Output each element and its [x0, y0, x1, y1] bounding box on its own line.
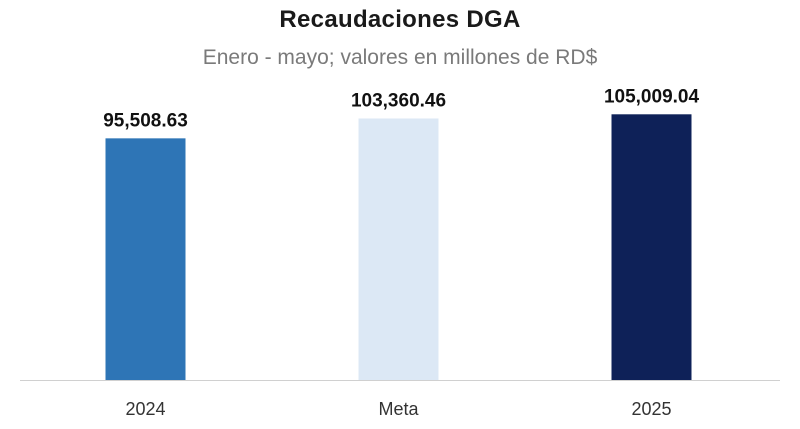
chart-title: Recaudaciones DGA — [279, 6, 521, 33]
data-label-2025: 105,009.04 — [604, 86, 700, 107]
x-tick-label-meta: Meta — [378, 399, 419, 419]
bar-2024 — [105, 138, 186, 380]
x-tick-label-2025: 2025 — [631, 399, 671, 419]
data-label-2024: 95,508.63 — [103, 110, 188, 131]
x-tick-label-2024: 2024 — [125, 399, 165, 419]
data-label-meta: 103,360.46 — [351, 90, 446, 111]
chart-subtitle: Enero - mayo; valores en millones de RD$ — [202, 46, 598, 69]
bar-2025 — [611, 114, 692, 381]
bar-meta — [358, 118, 439, 380]
